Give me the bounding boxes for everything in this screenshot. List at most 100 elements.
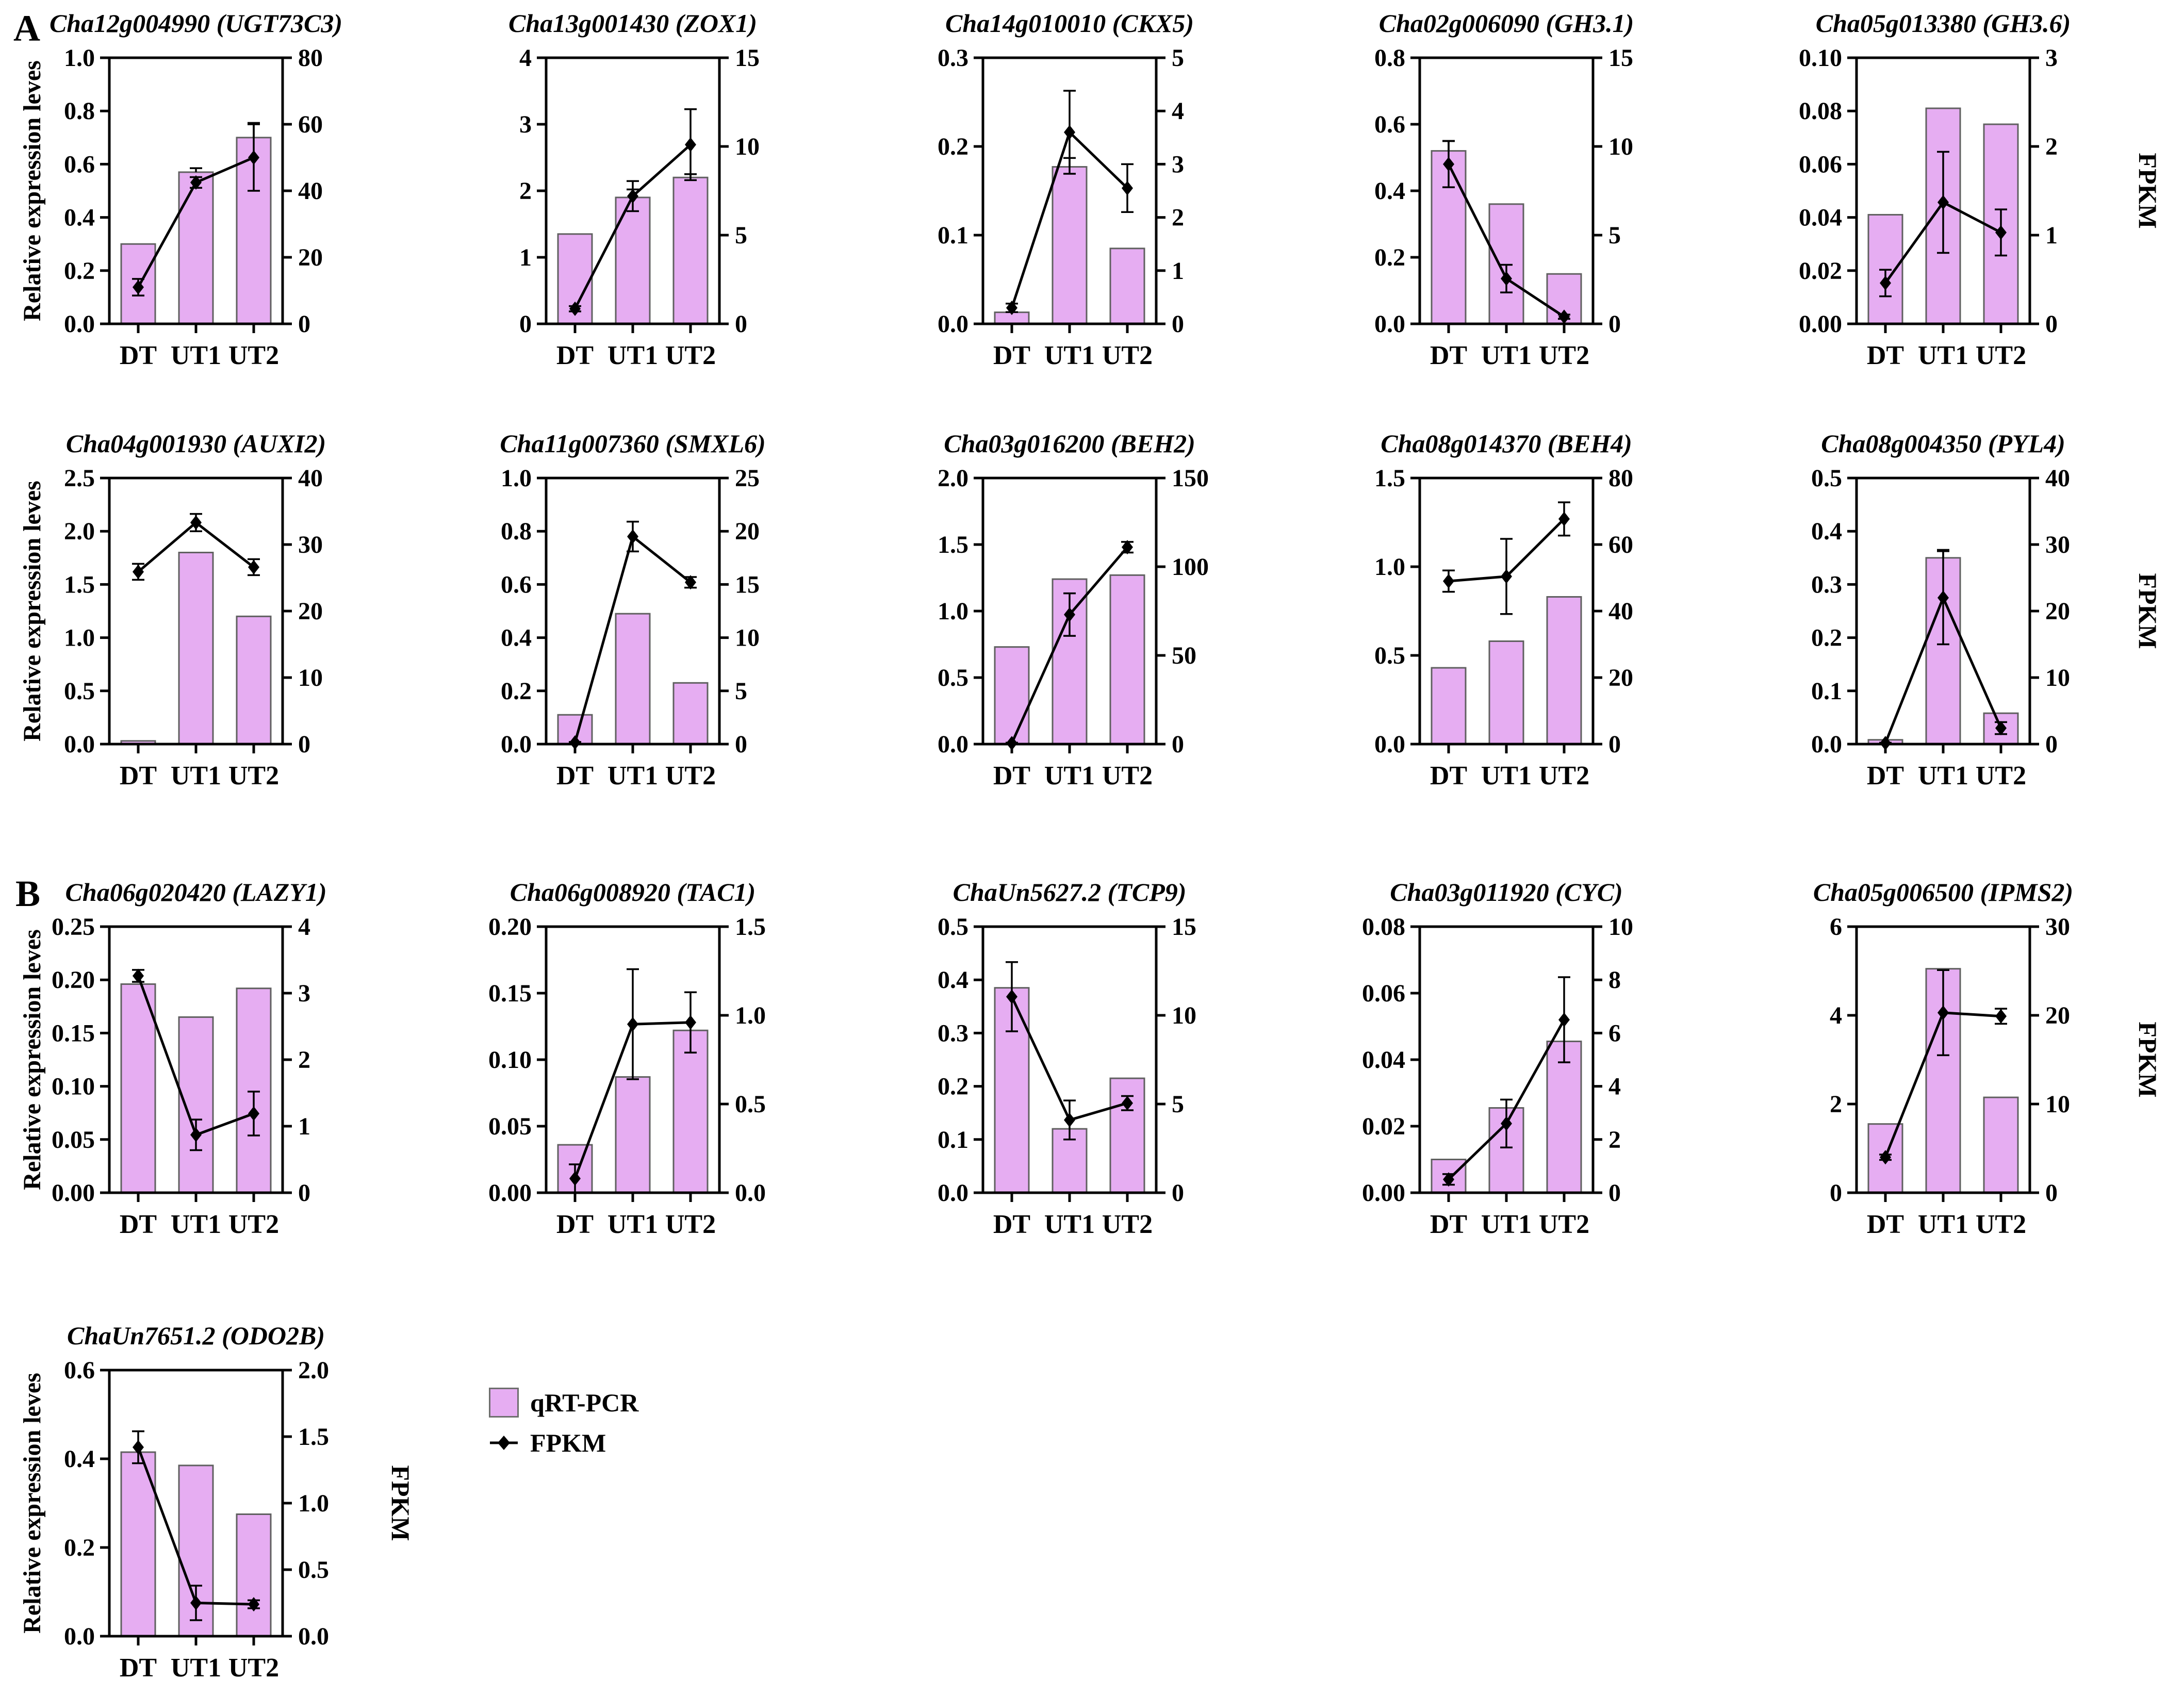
fpkm-marker: [627, 189, 638, 204]
right-tick-label: 0: [1172, 1179, 1184, 1207]
left-tick-label: 0.2: [64, 1534, 95, 1561]
right-tick-label: 10: [2045, 664, 2070, 691]
qrtpcr-bar: [236, 615, 272, 745]
left-tick-label: 0.06: [1362, 980, 1405, 1007]
left-tick-label: 0.00: [1799, 310, 1842, 338]
right-tick-label: 50: [1172, 642, 1196, 669]
left-tick-label: 0.5: [1374, 642, 1405, 669]
right-tick-label: 20: [298, 244, 323, 271]
left-tick-label: 0.4: [64, 204, 95, 232]
left-tick-label: 0.8: [64, 97, 95, 125]
chart-title: Cha14g010010 (CKX5): [945, 9, 1194, 38]
right-tick-label: 2: [2045, 133, 2058, 160]
left-tick-label: 0.2: [1811, 624, 1842, 652]
x-category-label: DT: [1430, 1210, 1467, 1239]
right-tick-label: 2: [1172, 204, 1184, 232]
left-tick-label: 0.20: [52, 966, 95, 994]
qrtpcr-bar: [615, 1076, 651, 1194]
qrtpcr-bar: [615, 613, 651, 745]
left-tick-label: 0.0: [64, 1623, 95, 1650]
right-tick-label: 40: [298, 177, 323, 205]
left-tick-label: 0.00: [52, 1179, 95, 1207]
fpkm-marker: [685, 1015, 696, 1030]
chart-title: Cha05g013380 (GH3.6): [1816, 9, 2071, 38]
fpkm-marker: [248, 150, 259, 165]
panel-label-b: B: [15, 873, 41, 914]
x-category-label: DT: [1430, 341, 1467, 370]
left-tick-label: 0.0: [1374, 731, 1405, 758]
fpkm-marker: [569, 735, 581, 750]
qrtpcr-bar: [1546, 1041, 1582, 1194]
right-tick-label: 2: [1608, 1126, 1621, 1154]
right-tick-label: 15: [735, 571, 760, 598]
right-tick-label: 0: [1172, 310, 1184, 338]
fpkm-marker: [1937, 1005, 1949, 1020]
left-tick-label: 4: [519, 44, 532, 72]
chart-svg: Cha13g001430 (ZOX1) 0 1 2 3 4 0 5 10 15 DT UT1 UT2: [508, 9, 760, 370]
chart-svg: Cha03g011920 (CYC) 0.00 0.02 0.04 0.06 0.08 0 2…: [1362, 878, 1633, 1239]
chart-svg: Cha02g006090 (GH3.1) 0.0 0.2 0.4 0.6 0.8 0 5 10 1…: [1374, 9, 1634, 370]
qrtpcr-bar: [1109, 574, 1145, 745]
chart-title: Cha08g014370 (BEH4): [1381, 429, 1632, 458]
right-tick-label: 1: [2045, 222, 2058, 249]
right-tick-label: 0.5: [298, 1556, 329, 1584]
right-tick-label: 30: [298, 531, 323, 558]
x-category-label: DT: [993, 341, 1030, 370]
qrtpcr-bar: [1546, 596, 1582, 745]
qrtpcr-bar: [178, 171, 214, 325]
fpkm-marker: [1122, 180, 1133, 195]
x-category-label: DT: [556, 1210, 594, 1239]
fpkm-marker: [627, 1017, 638, 1032]
left-tick-label: 0.8: [1374, 44, 1405, 72]
qrtpcr-bar: [615, 196, 651, 325]
x-category-label: UT1: [1918, 341, 1968, 370]
fpkm-marker: [1064, 607, 1075, 622]
legend-qrtpcr-label: qRT-PCR: [530, 1388, 639, 1417]
chart-title: ChaUn7651.2 (ODO2B): [67, 1321, 325, 1350]
left-tick-label: 1.5: [938, 531, 968, 558]
qrtpcr-bar: [672, 682, 709, 745]
left-tick-label: 0.10: [52, 1073, 95, 1100]
qrtpcr-bar: [1109, 248, 1145, 325]
left-tick-label: 1.5: [64, 571, 95, 598]
left-tick-label: 0.00: [1362, 1179, 1405, 1207]
fpkm-marker: [1995, 1009, 2007, 1024]
right-tick-label: 0: [298, 1179, 310, 1207]
chart-svg: Cha11g007360 (SMXL6) 0.0 0.2 0.4 0.6 0.8 1.0 0 5…: [500, 429, 765, 791]
x-category-label: UT1: [171, 341, 221, 370]
right-tick-label: 10: [2045, 1091, 2070, 1118]
left-tick-label: 1.0: [501, 465, 532, 492]
left-tick-label: 0.4: [1811, 518, 1842, 545]
left-tick-label: 2.5: [64, 465, 95, 492]
chart-panel-13: ChaUn5627.2 (TCP9) 0.0 0.1 0.2 0.3 0.4 0.5 0 5 10…: [874, 869, 1310, 1271]
right-tick-label: 10: [1172, 1002, 1196, 1029]
x-category-label: DT: [1867, 1210, 1904, 1239]
right-tick-label: 20: [2045, 1002, 2070, 1029]
right-tick-label: 20: [1608, 664, 1633, 691]
x-category-label: DT: [556, 341, 594, 370]
qrtpcr-bar: [120, 983, 156, 1194]
right-tick-label: 0: [1608, 1179, 1621, 1207]
right-tick-label: 20: [2045, 598, 2070, 625]
right-tick-label: 1.0: [735, 1002, 766, 1029]
right-tick-label: 5: [1172, 44, 1184, 72]
chart-title: Cha03g016200 (BEH2): [944, 429, 1195, 458]
x-category-label: UT1: [171, 1653, 221, 1683]
chart-svg: Cha14g010010 (CKX5) 0.0 0.1 0.2 0.3 0 1 2 3 4 5 DT U…: [938, 9, 1194, 370]
chart-svg: ChaUn7651.2 (ODO2B) 0.0 0.2 0.4 0.6 0.0 0.5 1.0…: [19, 1321, 415, 1683]
y-axis-label: Relative expression leves: [19, 481, 46, 742]
left-tick-label: 0.04: [1362, 1046, 1405, 1074]
chart-panel-15: Cha05g006500 (IPMS2) 0 2 4 6 0 10 20 30 DT UT1 UT2 F…: [1747, 869, 2184, 1271]
left-tick-label: 0.0: [1811, 731, 1842, 758]
chart-title: Cha06g008920 (TAC1): [510, 878, 756, 907]
fpkm-marker: [190, 1127, 202, 1142]
chart-svg: Cha04g001930 (AUXI2) 0.0 0.5 1.0 1.5 2.0 2.5 0 1…: [19, 429, 326, 791]
right-tick-label: 15: [1172, 913, 1196, 941]
left-tick-label: 0.3: [938, 44, 968, 72]
chart-panel-7: Cha11g007360 (SMXL6) 0.0 0.2 0.4 0.6 0.8 1.0 0 5…: [437, 420, 874, 822]
right-tick-label: 0: [2045, 731, 2058, 758]
x-category-label: UT2: [665, 1210, 716, 1239]
fpkm-marker: [1558, 512, 1570, 526]
right-tick-label: 0: [735, 310, 747, 338]
right-tick-label: 1.5: [735, 913, 766, 941]
